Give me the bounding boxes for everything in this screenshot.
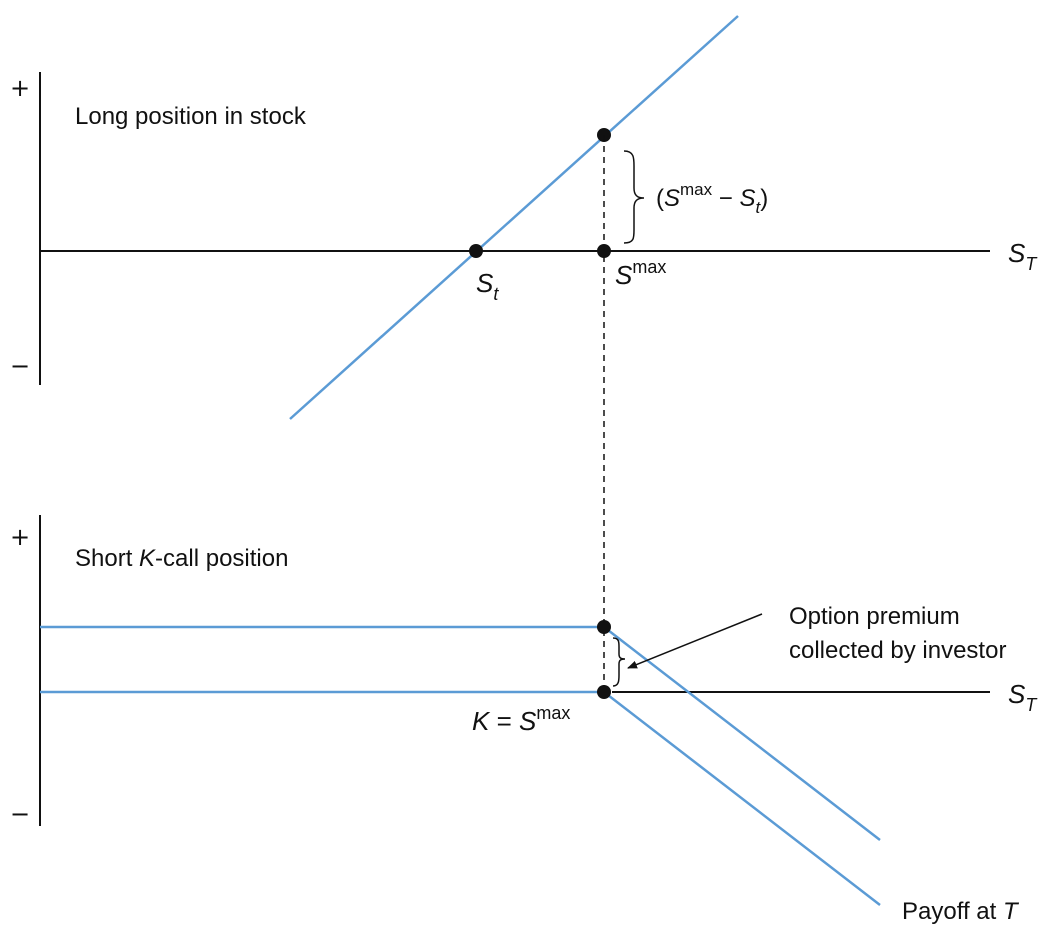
strike-point [597, 685, 611, 699]
top-panel: + − ST Long position in stock St Smax (S… [10, 15, 1038, 420]
long-stock-payoff-line [289, 15, 739, 420]
bottom-minus-sign: − [10, 800, 30, 828]
strike-label: K = Smax [472, 703, 570, 736]
st-point [469, 244, 483, 258]
payoff-at-T-label: Payoff at T [902, 898, 1020, 925]
payoff-at-T-line [40, 690, 881, 906]
premium-note-line-1: Option premium [789, 603, 960, 630]
bottom-panel: + − ST Short K-call position Option prem… [10, 515, 1038, 925]
smax-label: Smax [615, 257, 666, 290]
premium-curly-brace [612, 637, 626, 687]
st-label: St [476, 268, 499, 304]
top-plus-sign: + [10, 74, 30, 102]
top-panel-title: Long position in stock [75, 103, 307, 130]
bottom-panel-title: Short K-call position [75, 545, 288, 572]
premium-note: Option premium collected by investor [789, 603, 1006, 664]
bottom-plus-sign: + [10, 523, 30, 551]
top-curly-brace [623, 150, 645, 244]
premium-note-line-2: collected by investor [789, 637, 1006, 664]
premium-point [597, 620, 611, 634]
stock-gain-label: (Smax − St) [656, 180, 768, 217]
top-minus-sign: − [10, 352, 30, 380]
bottom-axis-label: ST [1008, 679, 1038, 715]
top-axis-label: ST [1008, 238, 1038, 274]
premium-arrow [627, 613, 763, 669]
